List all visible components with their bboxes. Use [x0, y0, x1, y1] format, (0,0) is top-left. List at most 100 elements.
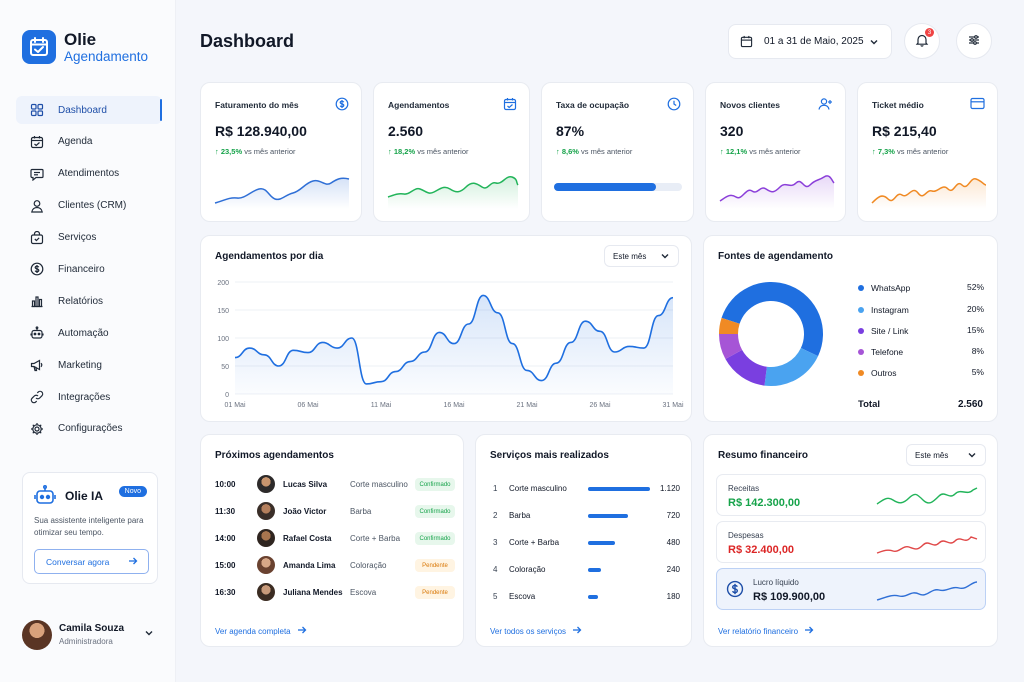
period-select[interactable]: Este mês	[604, 245, 679, 267]
service-name: Escova	[350, 588, 377, 597]
occupancy-progress-track	[554, 183, 682, 191]
appointment-time: 10:00	[215, 480, 236, 489]
rank: 2	[493, 511, 498, 520]
sidebar-item-integracoes[interactable]: Integrações	[16, 383, 162, 411]
finance-label: Receitas	[728, 484, 760, 493]
finance-period-select[interactable]: Este mês	[906, 444, 986, 466]
service-count: 720	[666, 511, 680, 520]
legend-value: 52%	[966, 282, 984, 292]
legend-item: WhatsApp 52%	[858, 281, 984, 295]
kpi-delta-text: vs mês anterior	[244, 147, 296, 156]
legend-value: 5%	[971, 367, 984, 377]
notifications-button[interactable]: 3	[904, 23, 940, 59]
sidebar-item-financeiro[interactable]: Financeiro	[16, 255, 162, 283]
kpi-card-avg-ticket: Ticket médio R$ 215,40 ↑ 7,3% vs mês ant…	[857, 82, 998, 222]
x-tick-label: 31 Mai	[662, 402, 683, 409]
user-plus-icon	[818, 97, 833, 114]
table-row[interactable]: 16:30 Juliana Mendes Escova Pendente	[215, 583, 455, 603]
table-row[interactable]: 15:00 Amanda Lima Coloração Pendente	[215, 556, 455, 576]
view-all-services-link[interactable]: Ver todos os serviços	[490, 625, 582, 637]
kpi-card-appointments: Agendamentos 2.560 ↑ 18,2% vs mês anteri…	[373, 82, 530, 222]
chevron-down-icon	[660, 251, 670, 263]
legend-dot	[858, 349, 864, 355]
legend-item: Outros 5%	[858, 366, 984, 380]
arrow-right-icon	[297, 625, 307, 637]
x-tick-label: 16 Mai	[443, 402, 464, 409]
bag-icon	[30, 230, 44, 245]
sidebar-item-automacao[interactable]: Automação	[16, 319, 162, 347]
table-row[interactable]: 14:00 Rafael Costa Corte + Barba Confirm…	[215, 529, 455, 549]
sidebar-item-dashboard[interactable]: Dashboard	[16, 96, 162, 124]
filters-button[interactable]	[956, 23, 992, 59]
view-finance-report-link[interactable]: Ver relatório financeiro	[718, 625, 814, 637]
arrow-right-icon	[572, 625, 582, 637]
user-profile[interactable]: Camila Souza Administradora	[22, 620, 162, 652]
area-fill	[235, 295, 673, 394]
link-label: Ver agenda completa	[215, 626, 291, 636]
revenue-sparkline	[876, 487, 978, 505]
revenue-summary: Receitas R$ 142.300,00	[716, 474, 986, 516]
calendar-icon	[740, 35, 753, 51]
y-tick-label: 100	[217, 336, 229, 343]
avatar	[257, 556, 275, 574]
dollar-circle-icon	[726, 580, 744, 601]
list-item: 3 Corte + Barba 480	[490, 535, 680, 551]
service-name: Corte masculino	[350, 480, 408, 489]
appointments-per-day-card: Agendamentos por dia Este mês 0 50 100 150 2…	[200, 235, 692, 422]
sidebar-item-clientes[interactable]: Clientes (CRM)	[16, 192, 162, 220]
finance-summary-card: Resumo financeiro Este mês Receitas R$ 1…	[703, 434, 998, 647]
appointment-time: 16:30	[215, 588, 236, 597]
chat-now-label: Conversar agora	[46, 556, 110, 567]
chat-now-button[interactable]: Conversar agora	[34, 549, 149, 574]
status-badge: Confirmado	[415, 505, 455, 518]
kpi-delta: ↑ 18,2% vs mês anterior	[388, 147, 469, 156]
sliders-icon	[967, 33, 981, 50]
appointment-time: 15:00	[215, 561, 236, 570]
calendar-check-icon	[503, 97, 517, 114]
kpi-card-revenue: Faturamento do mês R$ 128.940,00 ↑ 23,5%…	[200, 82, 362, 222]
new-clients-sparkline	[719, 175, 835, 209]
sidebar-item-servicos[interactable]: Serviços	[16, 224, 162, 252]
section-title: Serviços mais realizados	[490, 450, 609, 461]
rank: 5	[493, 592, 498, 601]
kpi-delta-value: 23,5%	[220, 147, 243, 156]
chevron-down-icon	[967, 450, 977, 462]
period-select-value: Este mês	[613, 251, 647, 261]
table-row[interactable]: 10:00 Lucas Silva Corte masculino Confir…	[215, 475, 455, 495]
rank: 3	[493, 538, 498, 547]
service-bar	[588, 541, 615, 545]
sidebar-item-label: Integrações	[58, 391, 111, 403]
client-name: Lucas Silva	[283, 480, 328, 489]
service-bar	[588, 514, 628, 518]
status-badge: Pendente	[415, 559, 455, 572]
service-name: Coloração	[350, 561, 387, 570]
kpi-delta-text: vs mês anterior	[581, 147, 633, 156]
clock-icon	[667, 97, 681, 114]
legend-label: Instagram	[871, 305, 909, 315]
sidebar-item-label: Atendimentos	[58, 168, 120, 180]
user-name: Camila Souza	[59, 623, 125, 634]
legend-dot	[858, 307, 864, 313]
client-name: Rafael Costa	[283, 534, 332, 543]
table-row[interactable]: 11:30 João Victor Barba Confirmado	[215, 502, 455, 522]
avg-ticket-sparkline	[871, 178, 987, 209]
kpi-delta-text: vs mês anterior	[749, 147, 801, 156]
sidebar-item-agenda[interactable]: Agenda	[16, 128, 162, 156]
date-range-picker[interactable]: 01 a 31 de Maio, 2025	[728, 24, 892, 59]
service-count: 480	[666, 538, 680, 547]
rank: 4	[493, 565, 498, 574]
sidebar: Olie Agendamento Dashboard Agenda Atendi…	[0, 0, 176, 682]
view-full-agenda-link[interactable]: Ver agenda completa	[215, 625, 307, 637]
sidebar-item-marketing[interactable]: Marketing	[16, 351, 162, 379]
sidebar-item-atendimentos[interactable]: Atendimentos	[16, 160, 162, 188]
donut-slice	[719, 334, 743, 360]
period-select-value: Este mês	[915, 450, 949, 460]
avatar	[257, 583, 275, 601]
sidebar-item-relatorios[interactable]: Relatórios	[16, 287, 162, 315]
service-bar	[588, 487, 650, 491]
section-title: Fontes de agendamento	[718, 251, 834, 262]
kpi-value: 2.560	[388, 123, 424, 139]
x-tick-label: 26 Mai	[589, 402, 610, 409]
sidebar-item-configuracoes[interactable]: Configurações	[16, 415, 162, 443]
kpi-delta-value: 8,6%	[561, 147, 579, 156]
